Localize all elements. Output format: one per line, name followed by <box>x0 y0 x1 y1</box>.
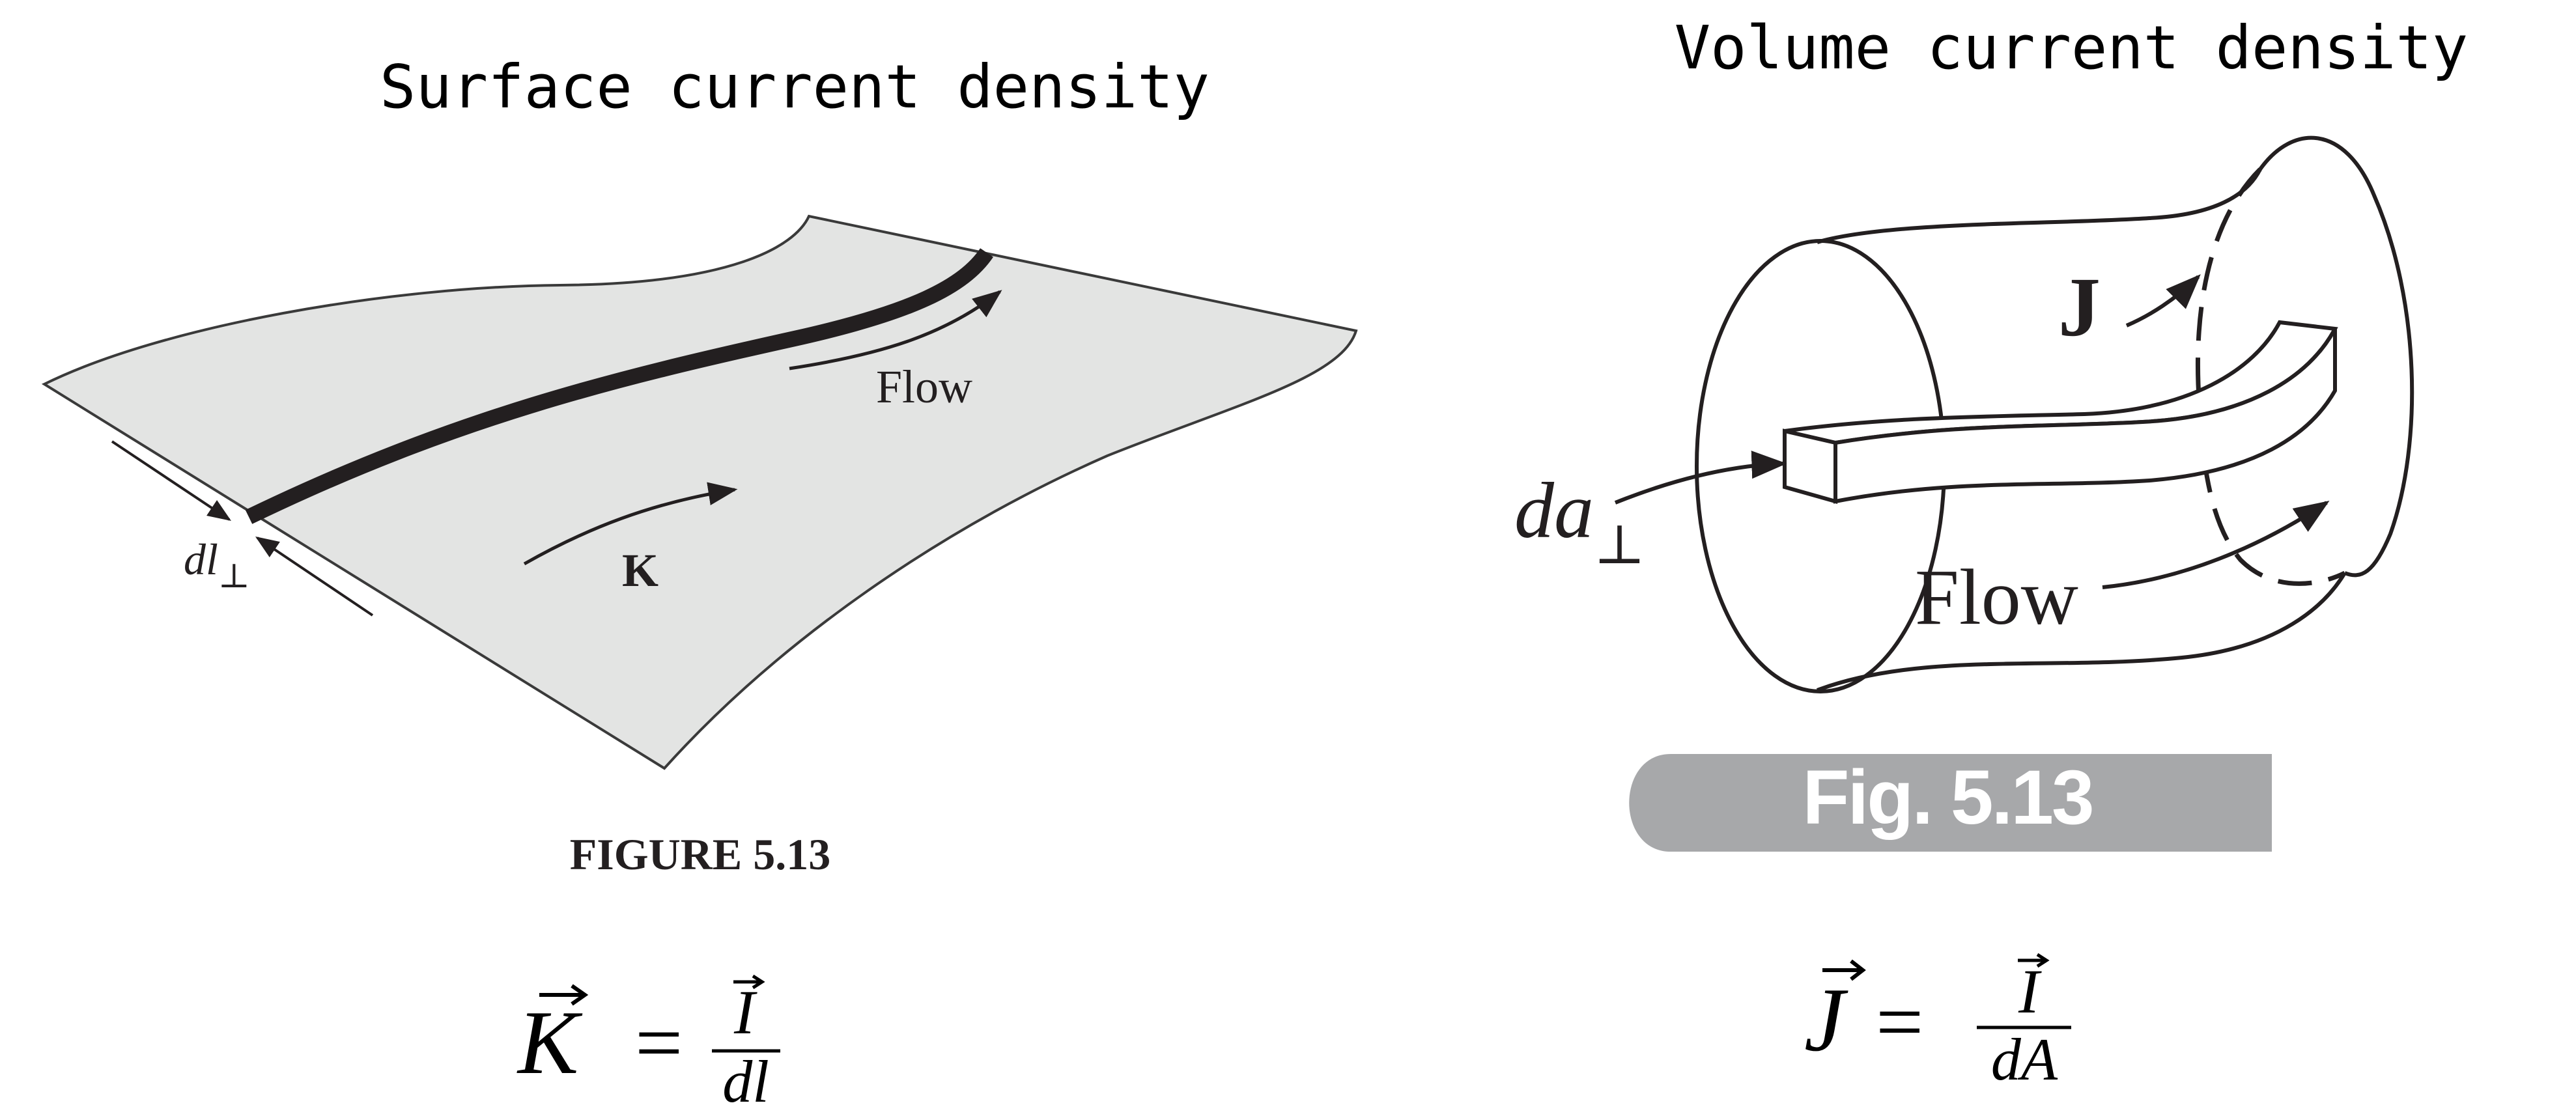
figure-badge <box>1629 754 2272 852</box>
filament-end-face <box>1783 428 1837 504</box>
j-vector-label: J <box>2058 260 2101 354</box>
area-arrow <box>1614 451 1787 505</box>
volume-eq-numerator-vector-arrow <box>2018 953 2050 968</box>
tube-right-end-back <box>2196 167 2346 586</box>
surface-eq-denominator: dl <box>722 1048 769 1115</box>
width-label-subscript: ⊥ <box>218 558 250 595</box>
j-arrow <box>2125 274 2201 328</box>
tube-top-edge <box>1817 168 2262 244</box>
flow-arrow <box>789 290 1002 370</box>
surface-eq-numerator-vector-arrow <box>733 974 765 990</box>
k-vector-label: K <box>622 544 658 596</box>
volume-flow-label: Flow <box>1915 553 2078 641</box>
current-sheet <box>41 214 1358 770</box>
width-arrow-bottom <box>255 536 374 617</box>
filament-side-face <box>1833 328 2337 504</box>
surface-current-panel: Surface current density Flow K dl⊥ FIGUR… <box>41 52 1358 1115</box>
flow-ribbon <box>245 248 993 524</box>
volume-eq-denominator: dA <box>1991 1026 2058 1093</box>
surface-equation: K = I dl <box>517 974 780 1115</box>
volume-eq-lhs-vector-arrow <box>1822 959 1866 981</box>
volume-eq-numerator: I <box>2018 956 2042 1026</box>
area-label: da⊥ <box>1514 467 1645 576</box>
figure-badge-text: Fig. 5.13 <box>1802 755 2092 841</box>
volume-flow-arrow <box>2102 501 2330 589</box>
volume-equation: J = I dA <box>1804 953 2071 1093</box>
width-arrow-top <box>111 440 231 521</box>
volume-eq-lhs: J <box>1804 970 1848 1070</box>
volume-current-panel: Volume current density J da⊥ Flow Fig. 5… <box>1514 13 2468 1093</box>
volume-panel-title: Volume current density <box>1675 13 2469 83</box>
left-figure-caption: FIGURE 5.13 <box>570 830 830 879</box>
width-label: dl⊥ <box>184 535 250 595</box>
surface-eq-equals: = <box>635 996 683 1090</box>
surface-eq-lhs-vector-arrow <box>539 984 589 1006</box>
surface-panel-title: Surface current density <box>380 52 1210 122</box>
k-arrow <box>523 482 738 566</box>
tube-right-end-front <box>2258 135 2414 578</box>
surface-flow-label: Flow <box>876 361 972 413</box>
surface-eq-lhs: K <box>517 992 583 1093</box>
current-filament <box>1783 320 2338 504</box>
volume-eq-equals: = <box>1876 975 1923 1069</box>
tube-bottom-edge <box>1816 572 2347 692</box>
area-label-subscript: ⊥ <box>1594 515 1645 576</box>
surface-eq-numerator: I <box>733 977 757 1047</box>
